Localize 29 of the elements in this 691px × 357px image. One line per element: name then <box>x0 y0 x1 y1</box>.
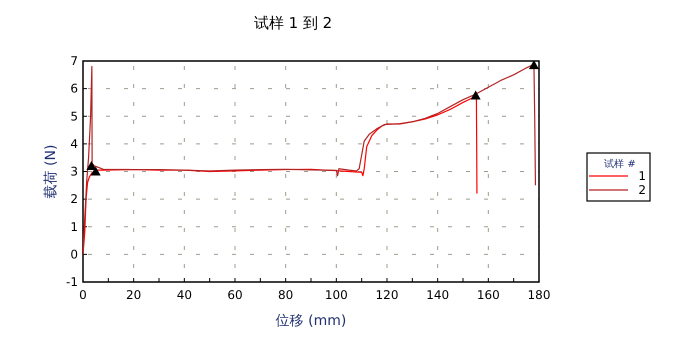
y-tick-label: 2 <box>70 192 78 206</box>
x-axis-title: 位移 (mm) <box>276 313 346 329</box>
x-tick-label: 100 <box>324 288 348 302</box>
x-tick-label: 0 <box>79 288 87 302</box>
point <box>470 90 481 100</box>
point <box>90 166 101 176</box>
legend-label: 2 <box>638 183 646 197</box>
y-tick-label: 7 <box>70 54 78 68</box>
y-tick-label: 4 <box>70 136 78 151</box>
legend-title: 试样 # <box>604 158 636 170</box>
legend-label: 1 <box>638 169 646 183</box>
x-tick-label: 60 <box>227 288 243 302</box>
chart-title: 试样 1 到 2 <box>254 14 332 32</box>
x-tick-label: 140 <box>426 288 450 302</box>
y-tick-label: 6 <box>70 82 78 96</box>
y-tick-label: 1 <box>70 220 78 234</box>
x-tick-label: 40 <box>176 288 192 302</box>
point <box>528 60 539 70</box>
x-tick-label: 20 <box>126 288 142 302</box>
y-tick-label: 0 <box>70 247 78 262</box>
x-tick-label: 120 <box>376 288 398 302</box>
y-tick-label: 5 <box>70 109 78 124</box>
point <box>86 160 96 170</box>
y-tick-label: -1 <box>66 275 78 289</box>
x-tick-label: 80 <box>278 288 294 302</box>
y-axis-title: 载荷 (N) <box>43 144 59 198</box>
x-tick-label: 160 <box>476 288 500 302</box>
x-tick-label: 180 <box>528 288 550 302</box>
y-tick-label: 3 <box>70 164 78 178</box>
